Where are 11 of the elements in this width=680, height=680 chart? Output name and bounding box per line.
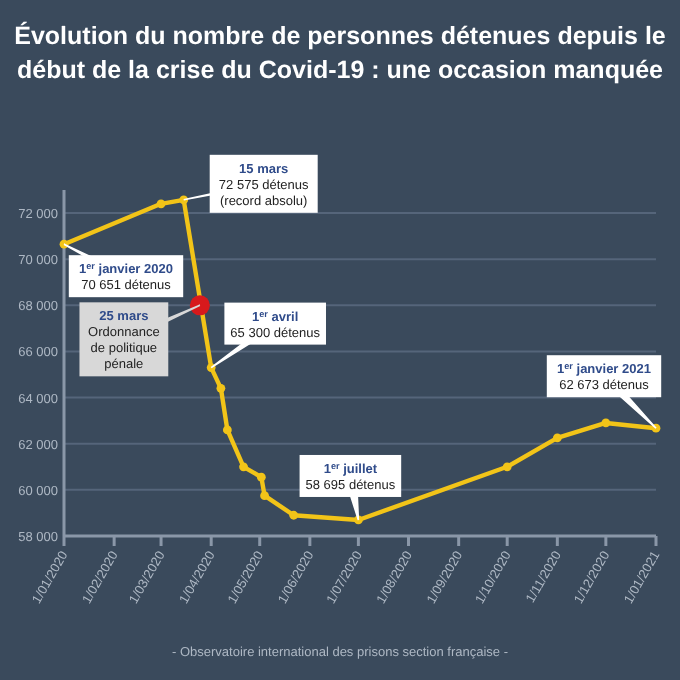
point xyxy=(256,472,266,482)
point xyxy=(502,462,512,472)
point xyxy=(239,462,248,472)
point xyxy=(222,425,232,435)
point xyxy=(216,383,226,393)
chart-title: Évolution du nombre de personnes détenues depuis le début de la crise du Covid-19 : une occasion manquée xyxy=(14,20,666,84)
point xyxy=(552,433,562,443)
point xyxy=(260,491,269,501)
point xyxy=(601,418,611,428)
point xyxy=(156,199,166,209)
point xyxy=(289,510,299,520)
